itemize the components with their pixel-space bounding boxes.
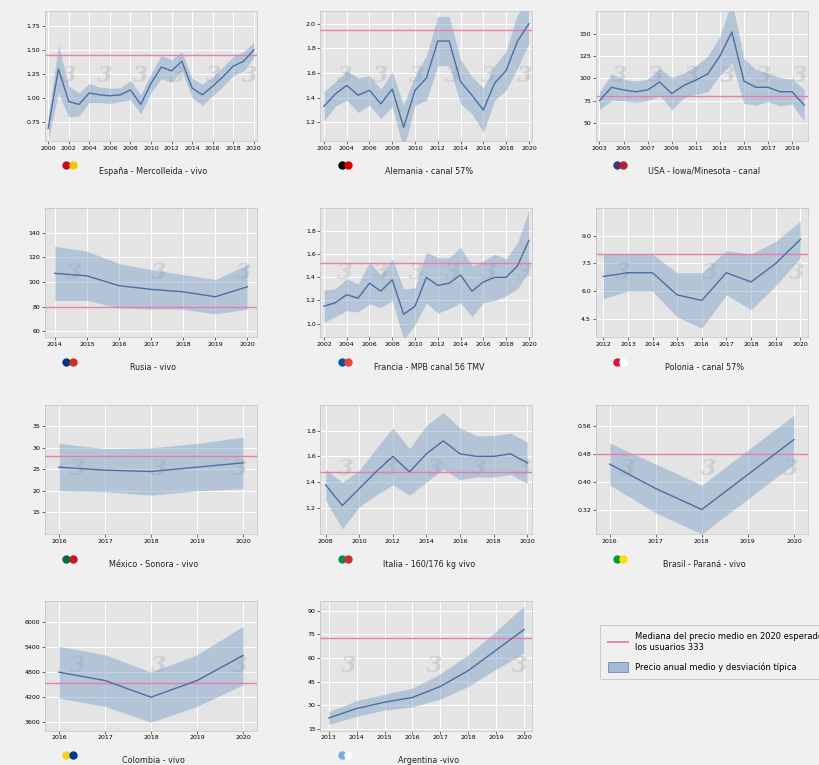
Text: 3: 3 [515, 458, 531, 480]
Text: 3: 3 [791, 65, 807, 87]
Text: 3: 3 [70, 655, 85, 677]
Text: 3: 3 [235, 262, 251, 284]
Text: 3: 3 [781, 458, 797, 480]
Text: Brasil - Paraná - vivo: Brasil - Paraná - vivo [657, 560, 744, 569]
Text: 3: 3 [97, 65, 112, 87]
Text: 3: 3 [700, 458, 716, 480]
Text: Alemania - canal 57%: Alemania - canal 57% [379, 167, 473, 176]
Text: 3: 3 [471, 458, 486, 480]
Text: 3: 3 [481, 262, 495, 284]
Text: USA - Iowa/Minesota - canal: USA - Iowa/Minesota - canal [642, 167, 759, 176]
Text: 3: 3 [612, 65, 627, 87]
Text: México - Sonora - vivo: México - Sonora - vivo [104, 560, 198, 569]
Text: Colombia - vivo: Colombia - vivo [117, 757, 185, 765]
Text: 3: 3 [701, 262, 717, 284]
Text: 3: 3 [409, 65, 423, 87]
Text: Italia - 160/176 kg vivo: Italia - 160/176 kg vivo [378, 560, 474, 569]
Text: 3: 3 [373, 262, 387, 284]
Text: 3: 3 [373, 65, 387, 87]
Text: 3: 3 [426, 458, 441, 480]
Text: 3: 3 [409, 262, 423, 284]
Text: 3: 3 [206, 65, 221, 87]
Text: 3: 3 [232, 458, 247, 480]
Text: 3: 3 [170, 65, 185, 87]
Text: 3: 3 [445, 262, 459, 284]
Text: 3: 3 [382, 458, 397, 480]
Text: Polonia - canal 57%: Polonia - canal 57% [659, 363, 743, 373]
Text: Rusia - vivo: Rusia - vivo [125, 363, 176, 373]
Text: 3: 3 [340, 655, 355, 677]
Text: Argentina -vivo: Argentina -vivo [393, 757, 459, 765]
Text: Francia - MPB canal 56 TMV: Francia - MPB canal 56 TMV [369, 363, 483, 373]
Text: 3: 3 [517, 65, 532, 87]
Text: 3: 3 [232, 655, 247, 677]
Text: 3: 3 [755, 65, 771, 87]
Text: 3: 3 [242, 65, 257, 87]
Text: 3: 3 [517, 262, 532, 284]
Text: 3: 3 [66, 262, 82, 284]
Text: 3: 3 [337, 65, 351, 87]
Text: 3: 3 [426, 655, 441, 677]
Text: 3: 3 [620, 458, 635, 480]
Text: 3: 3 [151, 262, 166, 284]
Text: 3: 3 [445, 65, 459, 87]
Text: 3: 3 [788, 262, 803, 284]
Text: 3: 3 [61, 65, 76, 87]
Text: 3: 3 [151, 458, 166, 480]
Legend: Mediana del precio medio en 2020 esperado por
los usuarios 333, Precio anual med: Mediana del precio medio en 2020 esperad… [600, 625, 819, 679]
Text: 3: 3 [614, 262, 630, 284]
Text: 3: 3 [337, 458, 353, 480]
Text: 3: 3 [70, 458, 85, 480]
Text: 3: 3 [512, 655, 527, 677]
Text: 3: 3 [133, 65, 149, 87]
Text: 3: 3 [683, 65, 699, 87]
Text: 3: 3 [719, 65, 735, 87]
Text: 3: 3 [151, 655, 166, 677]
Text: 3: 3 [647, 65, 663, 87]
Text: España - Mercolleida - vivo: España - Mercolleida - vivo [94, 167, 207, 176]
Text: 3: 3 [481, 65, 495, 87]
Text: 3: 3 [337, 262, 351, 284]
